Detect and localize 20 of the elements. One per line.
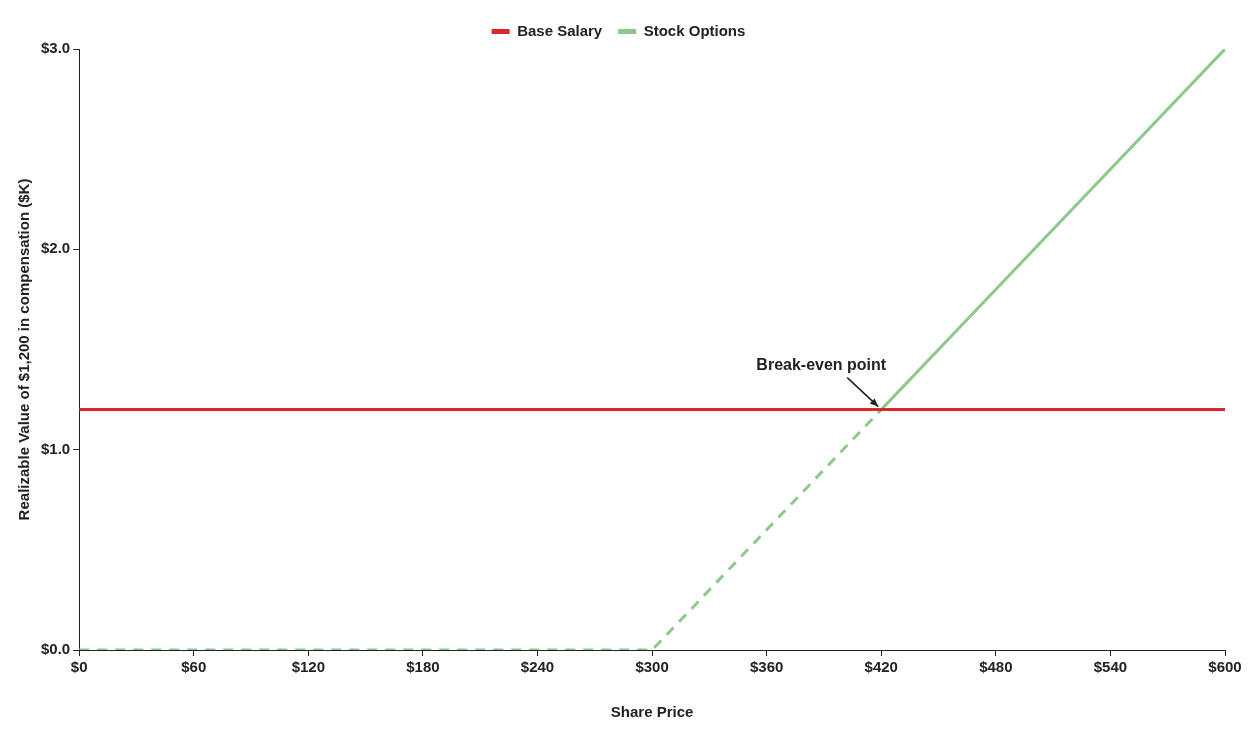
x-tick-label: $600 <box>1208 658 1242 676</box>
x-tick-label: $420 <box>864 658 898 676</box>
y-tick-label: $1.0 <box>40 439 71 457</box>
x-tick-label: $300 <box>635 658 669 676</box>
x-tick-label: $60 <box>181 658 207 676</box>
legend-label: Base Salary <box>517 21 603 39</box>
x-tick-label: $480 <box>979 658 1013 676</box>
x-tick-label: $360 <box>749 658 784 676</box>
x-tick-label: $180 <box>406 658 440 676</box>
x-axis-title: Share Price <box>610 703 694 721</box>
x-tick-label: $240 <box>520 658 555 676</box>
annotation: Break-even point <box>756 356 887 374</box>
y-axis-title: Realizable Value of $1,200 in compensation ($K) <box>15 178 33 521</box>
x-tick-label: $120 <box>291 658 326 676</box>
x-tick-label: $0 <box>70 658 88 676</box>
y-tick-label: $2.0 <box>40 239 71 257</box>
x-tick-label: $540 <box>1093 658 1128 676</box>
y-tick-label: $3.0 <box>40 39 71 57</box>
y-tick-label: $0.0 <box>40 640 71 658</box>
legend-label: Stock Options <box>643 21 746 39</box>
